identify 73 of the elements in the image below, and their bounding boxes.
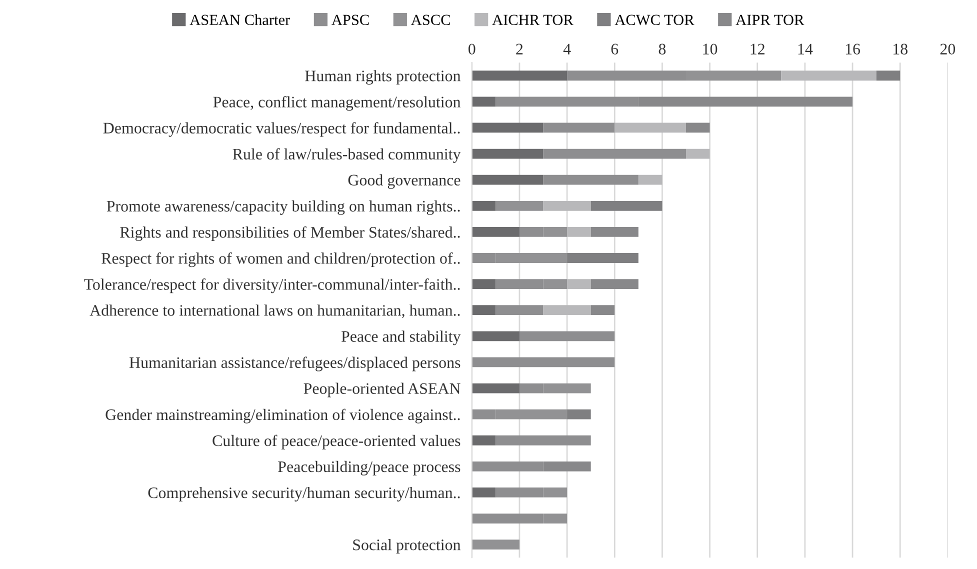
bar: [686, 148, 710, 159]
bar: [567, 226, 591, 237]
bar: [472, 357, 615, 368]
bar: [876, 70, 900, 81]
bar: [472, 305, 496, 316]
y-tick-label: Peace, conflict management/resolution: [213, 96, 461, 111]
y-tick-label: Gender mainstreaming/elimination of violence against..: [106, 408, 460, 424]
x-tick-label: 6: [611, 44, 618, 54]
y-tick-label: Humanitarian assistance/refugees/displaced persons: [129, 356, 460, 372]
x-tick-label: 18: [894, 44, 908, 54]
y-tick-label: Good governance: [348, 174, 460, 189]
y-tick-label: Adherence to international laws on humanitarian, human..: [90, 304, 460, 318]
y-tick-label: Peace and stability: [341, 330, 461, 346]
y-tick-label: Culture of peace/peace-oriented values: [212, 434, 460, 450]
bar: [472, 331, 520, 342]
bar: [472, 488, 496, 498]
bar: [496, 305, 544, 316]
bar: [543, 174, 638, 185]
bar: [472, 540, 520, 550]
y-tick-label: Social protection: [353, 539, 461, 554]
y-tick-label: Respect for rights of women and children/protection of..: [102, 252, 460, 268]
y-tick-label: Comprehensive security/human security/human..: [148, 486, 460, 502]
x-tick-label: 20: [940, 44, 956, 54]
x-tick-label: 10: [703, 44, 718, 54]
x-tick-label: 0: [468, 44, 476, 54]
y-tick-label: Rule of law/rules-based community: [232, 148, 461, 163]
bar: [686, 122, 710, 133]
bar: [472, 226, 520, 237]
y-tick-label: Promote awareness/capacity building on human rights..: [106, 200, 460, 215]
bar: [472, 122, 544, 133]
bar: [781, 70, 876, 81]
bar: [472, 174, 544, 185]
bar: [543, 200, 591, 211]
legend-label: ASCC: [411, 14, 450, 26]
bar: [567, 279, 591, 289]
legend-label: AIPR TOR: [736, 14, 804, 26]
x-tick-label: 4: [563, 44, 571, 54]
x-tick-label: 8: [658, 44, 666, 54]
bar: [543, 148, 686, 159]
legend-label: ASEAN Charter: [190, 14, 290, 26]
x-tick-label: 2: [516, 44, 523, 54]
bar: [614, 122, 686, 133]
bar: [472, 96, 496, 107]
bar: [543, 305, 591, 316]
bar: [590, 279, 638, 289]
bar: [472, 70, 568, 81]
y-tick-label: Democracy/democratic values/respect for fundamental..: [103, 122, 460, 137]
bar: [567, 253, 638, 263]
y-tick-label: Tolerance/respect for diversity/inter-communal/inter-faith..: [84, 278, 460, 294]
bar: [472, 148, 544, 159]
bar: [590, 305, 615, 316]
bar: [590, 226, 638, 237]
bar: [472, 279, 496, 289]
legend-label: AICHR TOR: [492, 14, 574, 26]
bar: [519, 331, 615, 342]
x-tick-label: 14: [798, 44, 813, 54]
bar: [472, 200, 496, 211]
legend-label: ACWC TOR: [614, 14, 694, 26]
y-tick-label: Peacebuilding/peace process: [278, 460, 460, 476]
bar: [590, 200, 662, 211]
bar: [472, 435, 496, 446]
bar: [543, 122, 615, 133]
y-tick-label: Rights and responsibilities of Member States/shared..: [120, 226, 460, 242]
bar: [638, 174, 662, 185]
x-tick-label: 12: [750, 44, 764, 54]
bar: [496, 435, 591, 446]
x-tick-label: 16: [846, 44, 860, 54]
legend-label: APSC: [332, 14, 369, 26]
bar: [496, 200, 544, 211]
y-tick-label: People-oriented ASEAN: [304, 382, 460, 398]
bar: [567, 409, 591, 420]
bar: [472, 383, 520, 394]
y-tick-label: Human rights protection: [305, 70, 461, 85]
